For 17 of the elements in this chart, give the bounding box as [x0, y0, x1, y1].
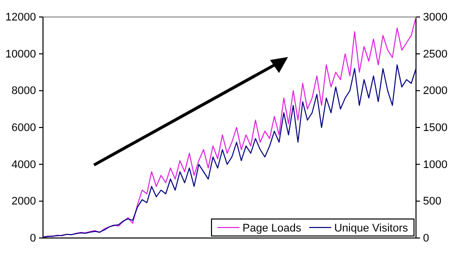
y-tick-label: 0 — [30, 232, 36, 245]
y2-tick-label: 3000 — [423, 12, 448, 24]
y2-tick-label: 2500 — [423, 48, 448, 60]
y-tick-label: 6000 — [12, 122, 36, 134]
y-tick-label: 10000 — [5, 48, 36, 60]
y2-tick-label: 500 — [423, 196, 442, 208]
line-series — [42, 16, 416, 238]
y2-tick-label: 1000 — [423, 158, 448, 171]
y2-tick-label: 1500 — [423, 122, 448, 134]
y-tick-label: 8000 — [12, 85, 36, 98]
y-tick-label: 2000 — [12, 196, 36, 208]
legend-label: Unique Visitors — [334, 222, 408, 234]
legend-label: Page Loads — [242, 222, 302, 234]
y2-tick-label: 0 — [423, 232, 430, 245]
y2-tick-label: 2000 — [423, 85, 448, 98]
y-tick-label: 12000 — [5, 12, 36, 24]
y-tick-label: 4000 — [12, 158, 36, 171]
